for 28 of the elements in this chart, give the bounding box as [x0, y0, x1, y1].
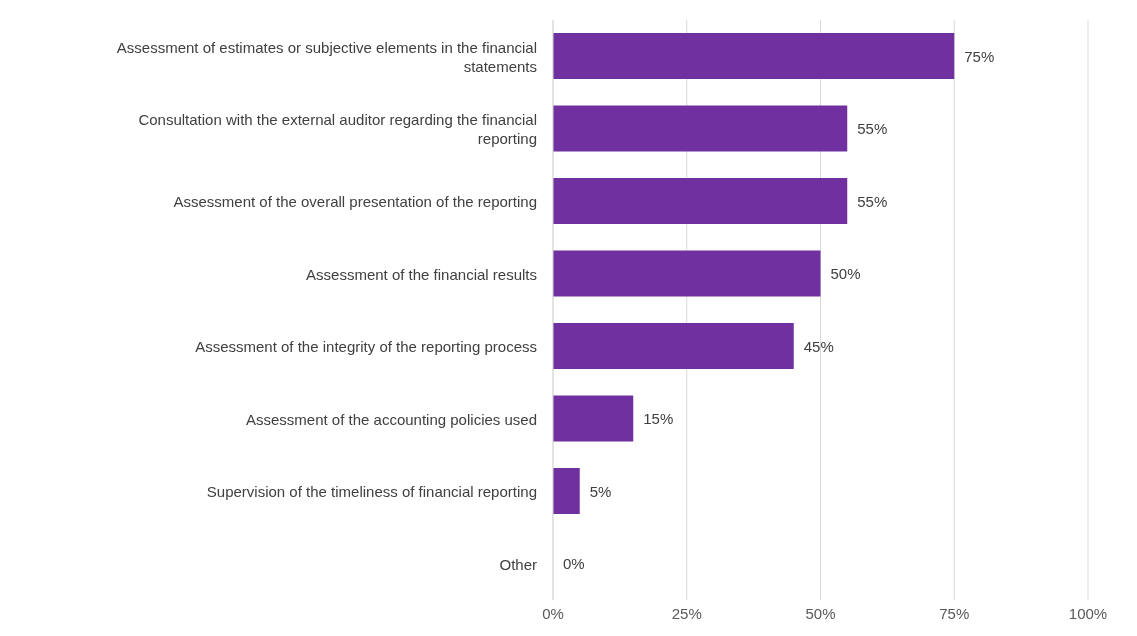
data-label: 45% — [803, 337, 834, 355]
bar — [553, 395, 634, 442]
y-tick-label: Consultation with the external auditor regarding the financial reporting — [138, 110, 537, 147]
data-label: 15% — [643, 410, 674, 428]
data-label: 55% — [857, 192, 888, 210]
y-tick-label: Assessment of the integrity of the reporting process — [195, 337, 537, 355]
bar — [553, 105, 848, 152]
x-tick-label: 100% — [1068, 604, 1108, 622]
bar — [553, 250, 821, 297]
y-tick-label: Assessment of estimates or subjective elements in the financial statements — [116, 38, 537, 75]
data-label: 0% — [563, 555, 585, 573]
bar — [553, 33, 955, 80]
x-tick-label: 0% — [542, 604, 564, 622]
y-tick-label: Assessment of the financial results — [306, 265, 537, 283]
bar — [553, 178, 848, 225]
y-tick-label: Supervision of the timeliness of financial reporting — [206, 482, 537, 500]
y-tick-label: Assessment of the overall presentation of the reporting — [173, 192, 537, 210]
data-label: 55% — [857, 120, 888, 138]
bar — [553, 323, 794, 370]
data-label: 5% — [589, 482, 612, 500]
data-label: 75% — [964, 47, 995, 65]
x-tick-label: 50% — [805, 604, 836, 622]
y-tick-label: Assessment of the accounting policies used — [246, 410, 537, 428]
bar — [553, 468, 580, 515]
y-tick-label: Other — [499, 555, 537, 573]
x-tick-label: 25% — [671, 604, 702, 622]
data-label: 50% — [830, 265, 861, 283]
x-tick-label: 75% — [939, 604, 970, 622]
